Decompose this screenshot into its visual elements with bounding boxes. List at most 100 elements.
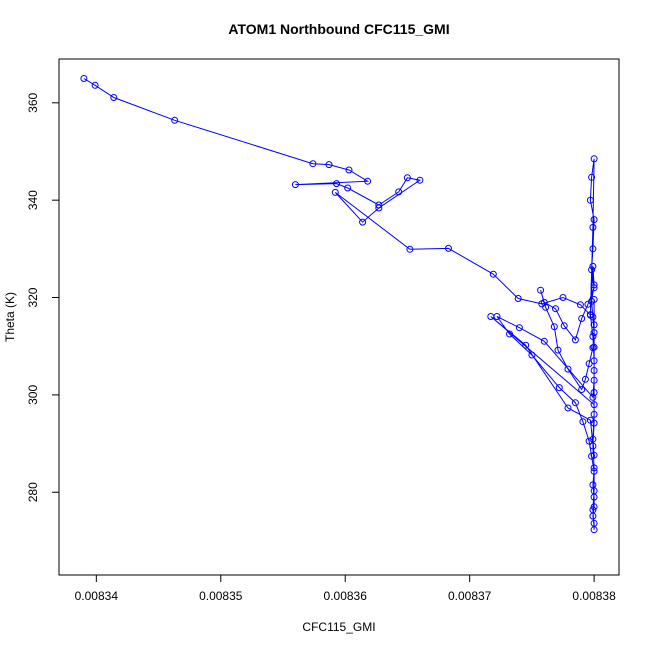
data-point xyxy=(590,367,598,374)
data-point xyxy=(571,336,579,344)
data-point xyxy=(586,196,594,204)
x-axis: 0.00834 0.00835 0.00836 0.00837 0.00838 xyxy=(75,574,616,603)
data-point xyxy=(585,437,593,445)
data-point xyxy=(514,295,522,302)
data-point xyxy=(586,311,594,319)
data-point xyxy=(590,401,598,409)
x-tick-label: 0.00837 xyxy=(448,589,492,603)
data-point xyxy=(364,177,372,185)
data-point xyxy=(585,360,593,368)
data-point xyxy=(80,75,88,82)
y-tick-label: 300 xyxy=(26,385,40,405)
data-point xyxy=(506,330,513,338)
data-point xyxy=(590,281,598,289)
data-point xyxy=(576,301,584,309)
data-point xyxy=(589,333,597,340)
data-point xyxy=(540,337,548,345)
data-point xyxy=(291,181,299,189)
data-point xyxy=(571,399,579,407)
data-point xyxy=(537,286,545,294)
data-point xyxy=(560,322,568,330)
data-point xyxy=(515,324,523,332)
data-point xyxy=(528,351,536,359)
data-point xyxy=(590,526,598,534)
data-point xyxy=(309,160,317,168)
data-point xyxy=(540,298,548,306)
data-point xyxy=(550,323,558,331)
data-point xyxy=(325,161,333,169)
data-point xyxy=(589,245,597,253)
data-point xyxy=(91,81,99,89)
data-point xyxy=(590,451,598,459)
data-point xyxy=(564,365,572,373)
data-point xyxy=(590,343,598,351)
data-point xyxy=(171,116,179,124)
data-point xyxy=(110,94,118,101)
data-points xyxy=(80,75,598,534)
data-point xyxy=(590,329,598,337)
data-point xyxy=(416,176,424,184)
data-point xyxy=(344,184,352,192)
data-point xyxy=(375,204,383,212)
data-point xyxy=(590,321,598,329)
data-point xyxy=(554,346,562,354)
data-point xyxy=(345,166,353,174)
data-point xyxy=(403,174,411,182)
data-point xyxy=(589,393,597,401)
y-axis: 280 300 320 340 360 xyxy=(26,92,60,502)
data-point xyxy=(590,284,598,292)
x-tick-label: 0.00836 xyxy=(324,589,368,603)
data-point xyxy=(590,376,598,384)
data-point xyxy=(542,303,550,311)
data-point xyxy=(522,341,530,349)
data-point xyxy=(590,410,598,418)
data-point xyxy=(555,384,563,392)
data-point xyxy=(589,506,597,514)
y-tick-label: 320 xyxy=(26,287,40,307)
data-point xyxy=(589,262,597,270)
x-tick-label: 0.00838 xyxy=(572,589,616,603)
data-point xyxy=(590,467,598,475)
data-point xyxy=(578,315,586,322)
data-point xyxy=(578,386,586,393)
data-point xyxy=(590,357,598,365)
y-tick-label: 340 xyxy=(26,190,40,210)
data-point xyxy=(375,201,383,209)
data-point xyxy=(590,216,598,224)
data-point xyxy=(589,223,597,231)
data-point xyxy=(590,296,598,303)
y-tick-label: 360 xyxy=(26,92,40,112)
data-point xyxy=(581,375,589,383)
data-point xyxy=(559,294,567,301)
data-point xyxy=(489,270,497,278)
data-point xyxy=(590,155,598,163)
x-tick-label: 0.00835 xyxy=(199,589,243,603)
data-point xyxy=(588,266,596,274)
data-point xyxy=(588,173,596,181)
x-tick-label: 0.00834 xyxy=(75,589,119,603)
data-point xyxy=(589,435,597,443)
data-point xyxy=(395,188,403,196)
x-axis-label: CFC115_GMI xyxy=(302,620,375,634)
chart-title: ATOM1 Northbound CFC115_GMI xyxy=(228,21,449,37)
data-point xyxy=(333,180,340,188)
data-point xyxy=(590,487,598,495)
data-point xyxy=(579,418,587,426)
data-point xyxy=(590,389,598,396)
plot-layer xyxy=(80,75,598,534)
data-point xyxy=(359,218,367,226)
y-axis-label: Theta (K) xyxy=(3,292,17,342)
data-point xyxy=(406,245,414,253)
data-point xyxy=(590,464,598,472)
data-point xyxy=(445,244,452,252)
data-point xyxy=(552,305,559,313)
data-point xyxy=(331,188,339,196)
data-point xyxy=(586,416,594,424)
series-line xyxy=(83,78,595,530)
data-point xyxy=(487,313,495,320)
data-point xyxy=(589,442,597,450)
y-tick-label: 280 xyxy=(26,482,40,502)
data-point xyxy=(564,404,572,412)
